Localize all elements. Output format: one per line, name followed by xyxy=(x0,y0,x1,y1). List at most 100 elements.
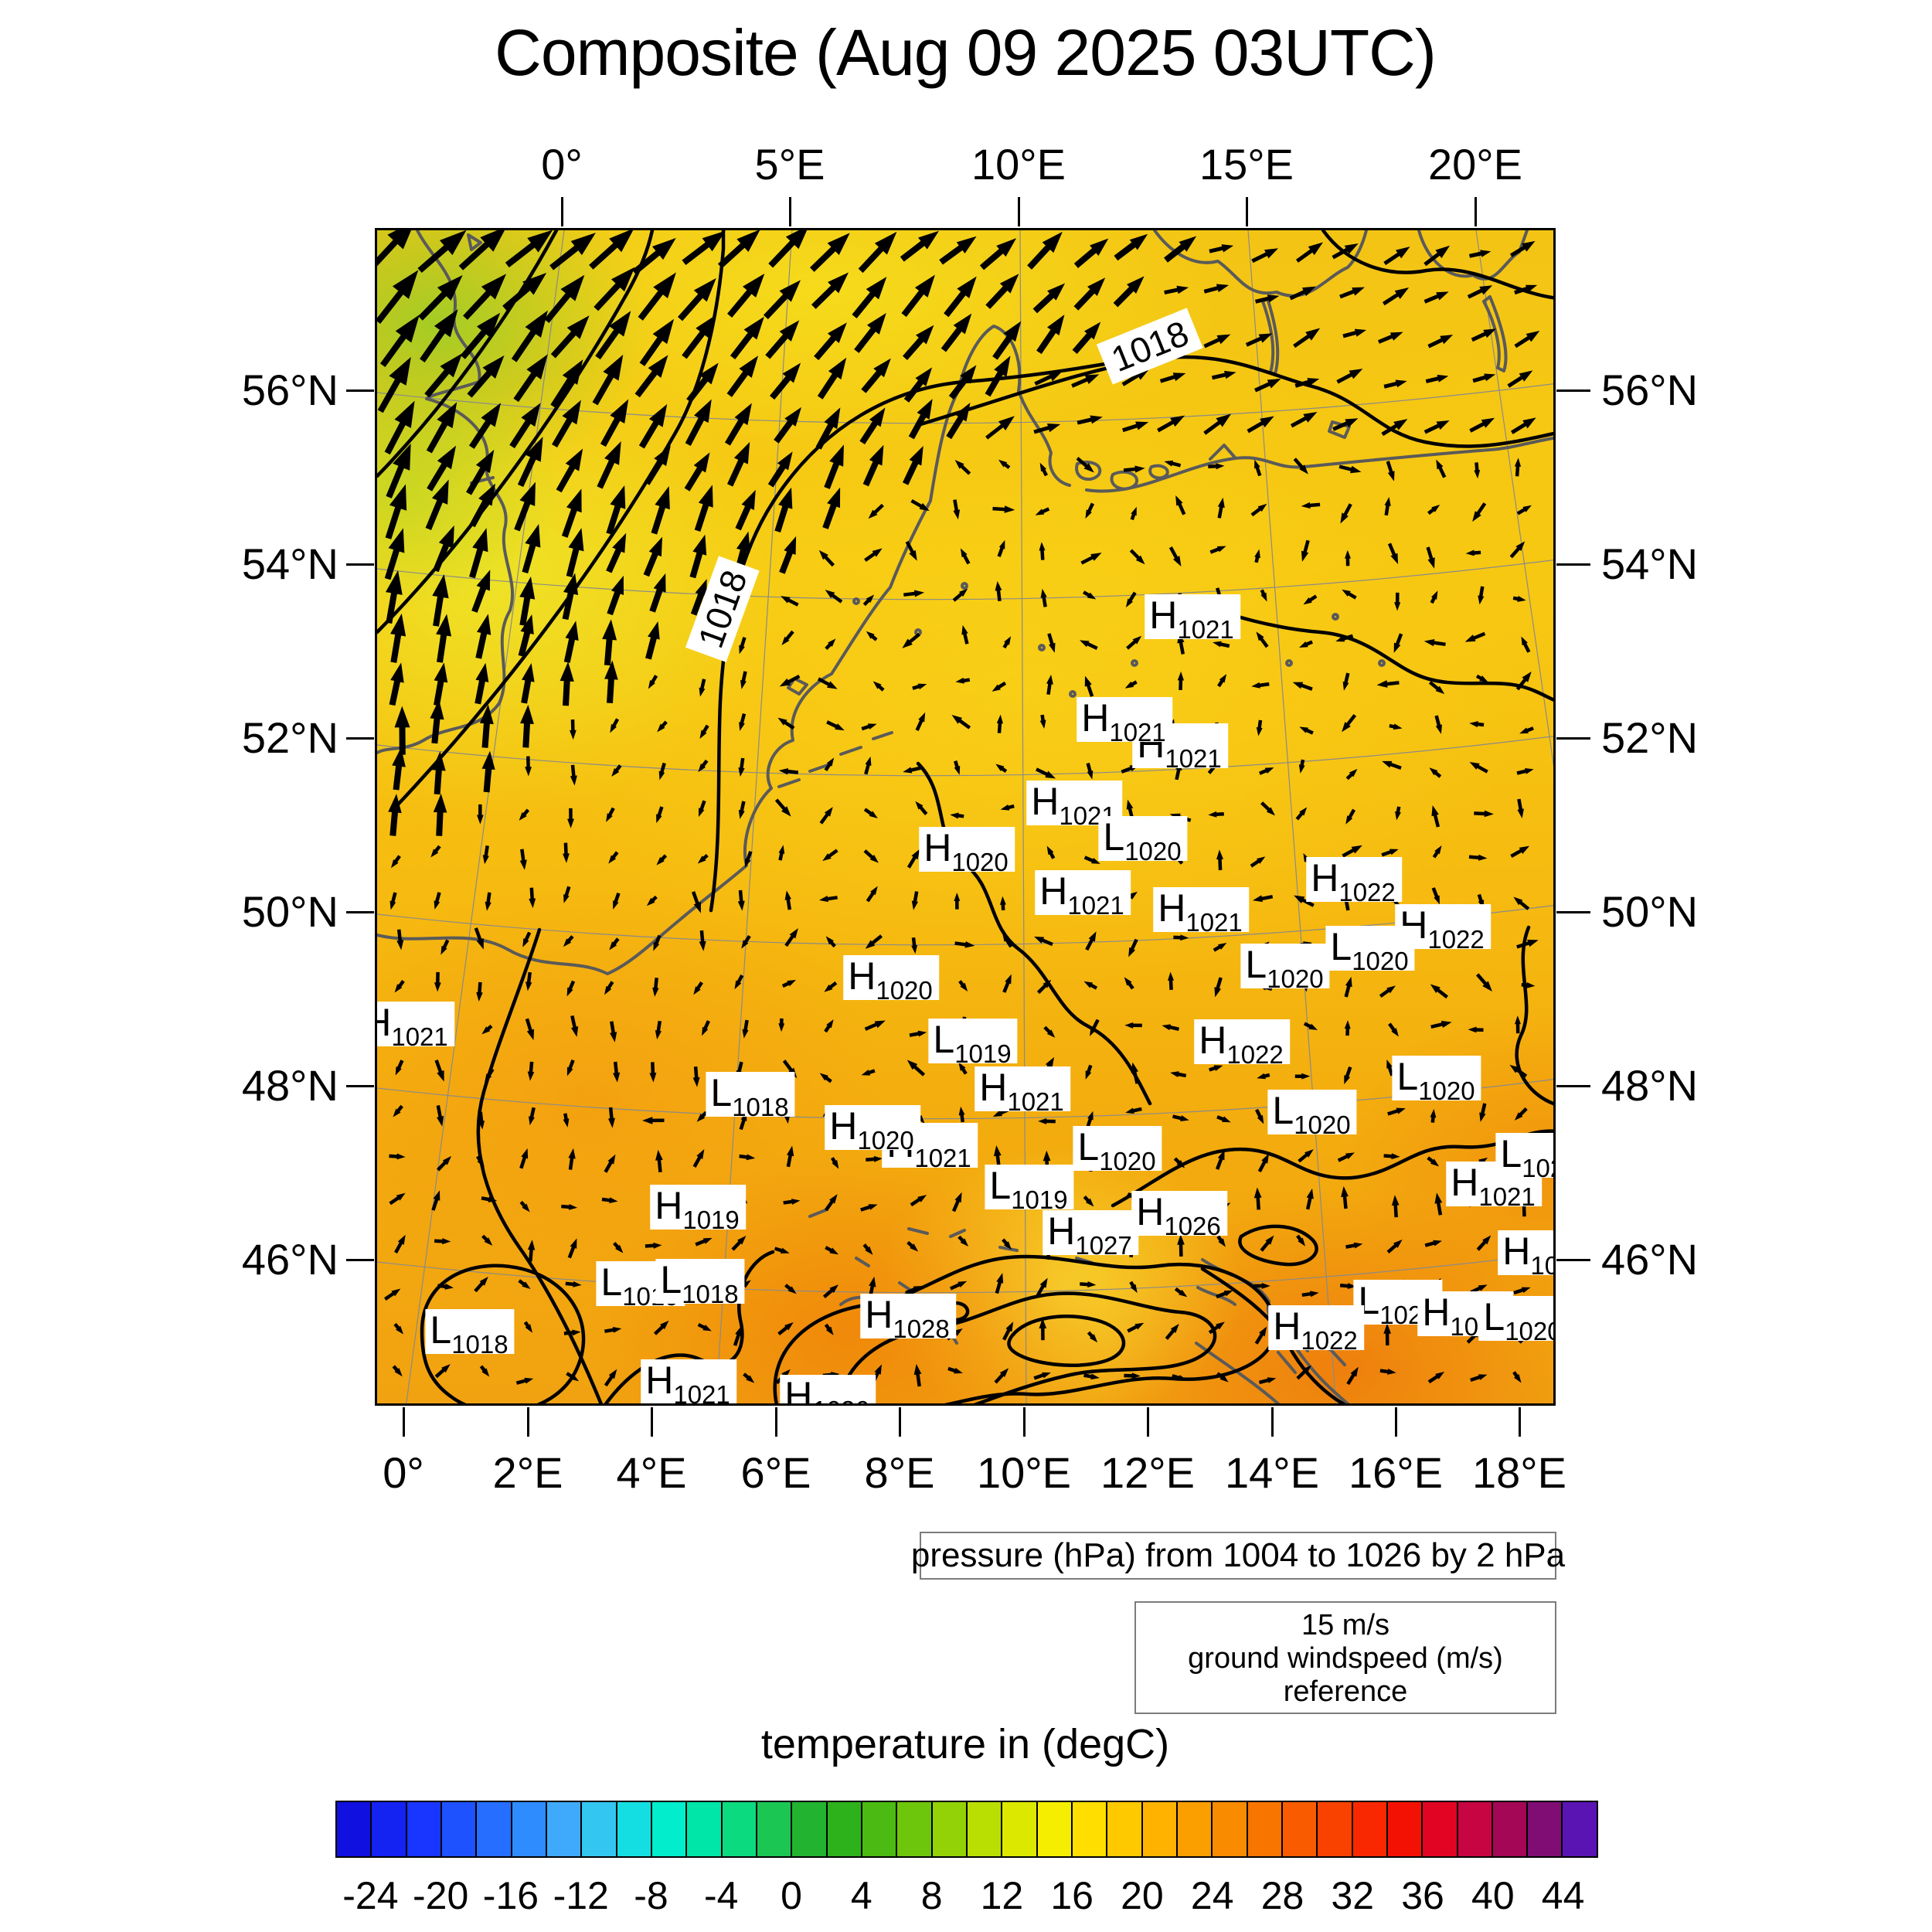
pressure-letter: L xyxy=(933,1018,955,1061)
pressure-letter: H xyxy=(645,1359,674,1402)
pressure-letter: H xyxy=(848,954,876,998)
pressure-value: 1020 xyxy=(951,848,1009,876)
bottom-axis-label: 0° xyxy=(383,1448,424,1497)
colorbar-segment xyxy=(1036,1802,1071,1856)
colorbar-tick-label: 20 xyxy=(1121,1874,1164,1917)
colorbar-segment xyxy=(1106,1802,1141,1856)
right-axis-tick xyxy=(1556,389,1590,392)
colorbar-segment xyxy=(930,1802,966,1856)
colorbar-segment xyxy=(720,1802,756,1856)
pressure-value: 1021 xyxy=(1165,744,1222,773)
pressure-value: 1026 xyxy=(1164,1212,1221,1240)
pressure-value: 1028 xyxy=(893,1315,950,1343)
right-axis-tick xyxy=(1556,1085,1590,1087)
pressure-letter: L xyxy=(989,1164,1012,1207)
pressure-value: 1020 xyxy=(1505,1317,1553,1345)
colorbar-segment xyxy=(965,1802,1002,1856)
colorbar-segment xyxy=(370,1802,406,1856)
pressure-letter: L xyxy=(1245,943,1267,986)
colorbar-tick-label: -24 xyxy=(342,1874,399,1917)
pressure-letter: L xyxy=(600,1260,623,1304)
pressure-value: 1027 xyxy=(1075,1231,1132,1260)
pressure-value: 1019 xyxy=(682,1206,740,1234)
pressure-letter: H xyxy=(923,826,952,869)
pressure-letter: H xyxy=(1502,1230,1531,1273)
pressure-legend: pressure (hPa) from 1004 to 1026 by 2 hP… xyxy=(911,1532,1565,1580)
low-pressure-label: L1018 xyxy=(425,1309,515,1357)
high-pressure-label: H1022 xyxy=(1194,1019,1290,1067)
high-pressure-label: H1020 xyxy=(843,954,939,1003)
colorbar-segment xyxy=(545,1802,581,1856)
pressure-letter: H xyxy=(865,1293,893,1336)
pressure-letter: H xyxy=(1039,869,1068,913)
pressure-value: 1018 xyxy=(732,1093,789,1121)
low-pressure-label: L1018 xyxy=(655,1259,745,1307)
bottom-axis-tick xyxy=(527,1407,529,1437)
colorbar-segment xyxy=(1316,1802,1352,1856)
pressure-letter: H xyxy=(829,1104,858,1148)
pressure-value: 1021 xyxy=(1109,718,1166,747)
pressure-letter: H xyxy=(1199,1019,1227,1062)
bottom-axis-tick xyxy=(1023,1407,1026,1437)
low-pressure-label: L1020 xyxy=(1240,943,1330,992)
colorbar-segment xyxy=(1001,1802,1036,1856)
pressure-value: 1020 xyxy=(1522,1154,1553,1182)
top-axis-label: 5°E xyxy=(754,140,825,189)
pressure-value: 1026 xyxy=(812,1396,869,1403)
page-title: Composite (Aug 09 2025 03UTC) xyxy=(495,16,1437,89)
bottom-axis-label: 10°E xyxy=(976,1448,1072,1497)
temperature-colorbar xyxy=(335,1801,1598,1858)
colorbar-tick-label: 4 xyxy=(850,1874,872,1917)
right-axis-tick xyxy=(1556,911,1590,913)
pressure-letter: L xyxy=(1077,1125,1100,1168)
pressure-value: 1021 xyxy=(1007,1087,1064,1116)
top-axis-tick xyxy=(561,197,563,226)
colorbar-segment xyxy=(580,1802,616,1856)
pressure-letter: L xyxy=(1396,1055,1419,1098)
low-pressure-label: L1020 xyxy=(1325,926,1415,974)
right-axis-tick xyxy=(1556,563,1590,566)
left-axis-tick xyxy=(346,1085,374,1087)
top-axis-label: 0° xyxy=(541,140,583,189)
left-axis-label: 46°N xyxy=(241,1235,338,1284)
top-axis-label: 20°E xyxy=(1427,140,1523,189)
high-pressure-label: H1021 xyxy=(1145,594,1240,642)
bottom-axis-label: 8°E xyxy=(864,1448,935,1497)
colorbar-tick-label: 40 xyxy=(1471,1874,1515,1917)
pressure-value: 1018 xyxy=(451,1330,509,1359)
pressure-value: 1021 xyxy=(1067,891,1124,920)
wind-reference-box: 15 m/s ground windspeed (m/s) reference xyxy=(1134,1601,1556,1714)
bottom-axis-tick xyxy=(775,1407,777,1437)
pressure-value: 1020 xyxy=(1530,1251,1553,1280)
high-pressure-label: H1027 xyxy=(1043,1210,1138,1258)
high-pressure-label: H1020 xyxy=(825,1104,920,1153)
pressure-letter: H xyxy=(1311,856,1339,900)
colorbar-segment xyxy=(1175,1802,1212,1856)
colorbar-tick-label: 36 xyxy=(1401,1874,1444,1917)
pressure-letter: H xyxy=(655,1184,683,1227)
colorbar-tick-label: 16 xyxy=(1050,1874,1094,1917)
low-pressure-label: L1020 xyxy=(1478,1296,1553,1344)
pressure-value: 1022 xyxy=(1338,878,1396,906)
high-pressure-label: H1020 xyxy=(919,826,1015,875)
bottom-axis-label: 4°E xyxy=(616,1448,687,1497)
colorbar-tick-label: 12 xyxy=(980,1874,1024,1917)
colorbar-tick-label: 32 xyxy=(1331,1874,1375,1917)
right-axis-label: 50°N xyxy=(1601,887,1699,936)
left-axis-label: 52°N xyxy=(241,713,338,762)
colorbar-segment xyxy=(1386,1802,1422,1856)
colorbar-segment xyxy=(650,1802,686,1856)
pressure-letter: H xyxy=(1451,1161,1479,1204)
low-pressure-label: L1018 xyxy=(706,1072,795,1120)
colorbar-segment xyxy=(510,1802,546,1856)
right-axis-tick xyxy=(1556,1259,1590,1261)
low-pressure-label: L1020 xyxy=(1267,1090,1357,1138)
pressure-value: 1020 xyxy=(1352,947,1409,975)
right-axis-tick xyxy=(1556,737,1590,740)
pressure-value: 1021 xyxy=(391,1022,448,1051)
wind-reference-caption: ground windspeed (m/s) reference xyxy=(1188,1642,1503,1708)
pressure-letter: H xyxy=(784,1374,813,1406)
colorbar-tick-label: -4 xyxy=(704,1874,739,1917)
top-axis-tick xyxy=(1475,197,1477,226)
bottom-axis-tick xyxy=(1395,1407,1397,1437)
